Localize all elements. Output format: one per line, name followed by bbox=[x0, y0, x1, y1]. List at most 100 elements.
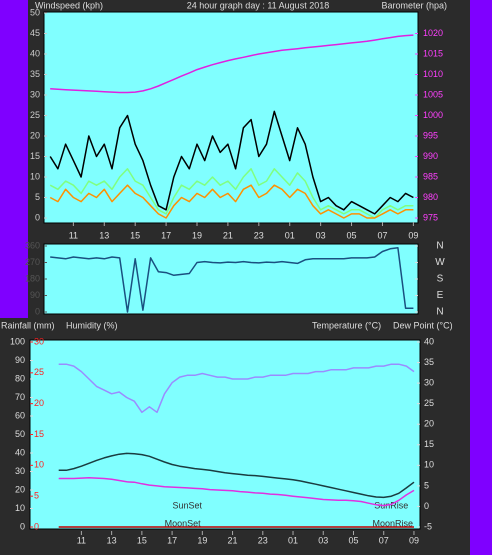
series-line bbox=[49, 110, 414, 215]
y2-tick-label: 1005 bbox=[423, 89, 443, 99]
y-tick-label: 30 bbox=[15, 466, 25, 476]
x-tick-label: 11 bbox=[77, 535, 86, 545]
y2-tick-label: 975 bbox=[423, 212, 438, 222]
x-tick-label: 01 bbox=[285, 230, 295, 240]
y-tick-label: 30 bbox=[30, 89, 40, 99]
x-tick-label: 05 bbox=[348, 535, 358, 545]
y-tick-label: 70 bbox=[15, 392, 25, 402]
y-tick-label: 100 bbox=[10, 336, 25, 346]
y-axis-label: Humidity (%) bbox=[66, 320, 118, 330]
y2-tick-label: 980 bbox=[423, 192, 438, 202]
y3-tick-label: 25 bbox=[34, 367, 44, 377]
plot-area bbox=[29, 339, 421, 530]
y2-tick-label: 985 bbox=[423, 171, 438, 181]
x-tick-label: 05 bbox=[347, 230, 357, 240]
y2-tick-label: -5 bbox=[424, 521, 432, 531]
x-tick-label: 13 bbox=[99, 230, 109, 240]
y3-tick-label: 20 bbox=[34, 398, 44, 408]
x-tick-label: 13 bbox=[107, 535, 117, 545]
plot-area bbox=[43, 243, 419, 315]
y-tick-label: 10 bbox=[30, 171, 40, 181]
x-tick-label: 23 bbox=[258, 535, 268, 545]
y-tick-label: 40 bbox=[15, 447, 25, 457]
x-tick-label: 19 bbox=[192, 230, 202, 240]
y-tick-label: 90 bbox=[30, 290, 40, 300]
y-axis-label: Windspeed (kph) bbox=[35, 0, 103, 10]
y2-axis-label: Dew Point (°C) bbox=[393, 320, 453, 330]
x-tick-label: 03 bbox=[318, 535, 328, 545]
x-tick-label: 07 bbox=[379, 535, 389, 545]
y2-tick-label: N bbox=[436, 307, 443, 318]
x-tick-label: 21 bbox=[223, 230, 233, 240]
x-tick-label: 19 bbox=[197, 535, 207, 545]
chart-title: 24 hour graph day : 11 August 2018 bbox=[187, 0, 329, 10]
y2-tick-label: 40 bbox=[424, 336, 434, 346]
y2-tick-label: 990 bbox=[423, 151, 438, 161]
y-tick-label: 0 bbox=[20, 521, 25, 531]
y-tick-label: 180 bbox=[25, 273, 40, 283]
y2-tick-label: E bbox=[437, 290, 444, 301]
y-tick-label: 45 bbox=[30, 28, 40, 38]
series-line bbox=[58, 476, 415, 507]
y2-tick-label: 0 bbox=[424, 501, 429, 511]
y2-tick-label: 35 bbox=[424, 357, 434, 367]
y-tick-label: 15 bbox=[30, 151, 40, 161]
series-line bbox=[50, 247, 414, 313]
annotation: MoonRise bbox=[373, 518, 414, 528]
y-tick-label: 20 bbox=[15, 484, 25, 494]
y-tick-label: 35 bbox=[30, 69, 40, 79]
x-tick-label: 21 bbox=[228, 535, 238, 545]
y-tick-label: 40 bbox=[30, 48, 40, 58]
y-tick-label: 360 bbox=[25, 240, 40, 250]
y2-tick-label: 25 bbox=[424, 398, 434, 408]
y2-tick-label: N bbox=[436, 241, 443, 252]
y2-axis-label: Barometer (hpa) bbox=[381, 0, 447, 10]
y-tick-label: 90 bbox=[15, 355, 25, 365]
series-line bbox=[58, 363, 415, 414]
y2-tick-label: 1010 bbox=[423, 69, 443, 79]
y-tick-label: 50 bbox=[15, 429, 25, 439]
y2-tick-label: W bbox=[435, 257, 445, 268]
x-tick-label: 03 bbox=[316, 230, 326, 240]
y2-tick-label: 5 bbox=[424, 480, 429, 490]
y2-tick-label: 995 bbox=[423, 130, 438, 140]
x-tick-label: 17 bbox=[161, 230, 171, 240]
y3-tick-label: 10 bbox=[34, 460, 44, 470]
y-tick-label: 80 bbox=[15, 373, 25, 383]
x-tick-label: 07 bbox=[377, 230, 387, 240]
x-tick-label: 17 bbox=[167, 535, 177, 545]
y2-axis-label: Temperature (°C) bbox=[312, 320, 381, 330]
x-tick-label: 15 bbox=[130, 230, 140, 240]
y-tick-label: 0 bbox=[35, 306, 40, 316]
y-tick-label: 20 bbox=[30, 130, 40, 140]
x-tick-label: 09 bbox=[408, 230, 418, 240]
y3-tick-label: 5 bbox=[34, 491, 39, 501]
x-tick-label: 11 bbox=[69, 230, 78, 240]
y3-tick-label: 0 bbox=[34, 521, 39, 531]
y3-axis-label: Rainfall (mm) bbox=[1, 320, 55, 330]
x-tick-label: 09 bbox=[409, 535, 419, 545]
series-line bbox=[49, 168, 414, 219]
series-line bbox=[58, 452, 415, 499]
y2-tick-label: 20 bbox=[424, 419, 434, 429]
y2-tick-label: 10 bbox=[424, 460, 434, 470]
y-tick-label: 25 bbox=[30, 110, 40, 120]
plot-area bbox=[43, 11, 419, 224]
y2-tick-label: 1000 bbox=[423, 110, 443, 120]
y-tick-label: 5 bbox=[35, 192, 40, 202]
y2-tick-label: 30 bbox=[424, 377, 434, 387]
series-line bbox=[49, 184, 414, 219]
x-tick-label: 23 bbox=[254, 230, 264, 240]
y-tick-label: 50 bbox=[30, 7, 40, 17]
annotation: MoonSet bbox=[165, 518, 202, 528]
annotation: SunSet bbox=[172, 500, 202, 510]
annotation: SunRise bbox=[374, 500, 408, 510]
x-tick-label: 15 bbox=[137, 535, 147, 545]
y2-tick-label: S bbox=[437, 274, 444, 285]
y-tick-label: 0 bbox=[35, 212, 40, 222]
y-tick-label: 10 bbox=[15, 503, 25, 513]
series-line bbox=[50, 34, 414, 94]
y2-tick-label: 1020 bbox=[423, 28, 443, 38]
x-tick-label: 01 bbox=[288, 535, 298, 545]
